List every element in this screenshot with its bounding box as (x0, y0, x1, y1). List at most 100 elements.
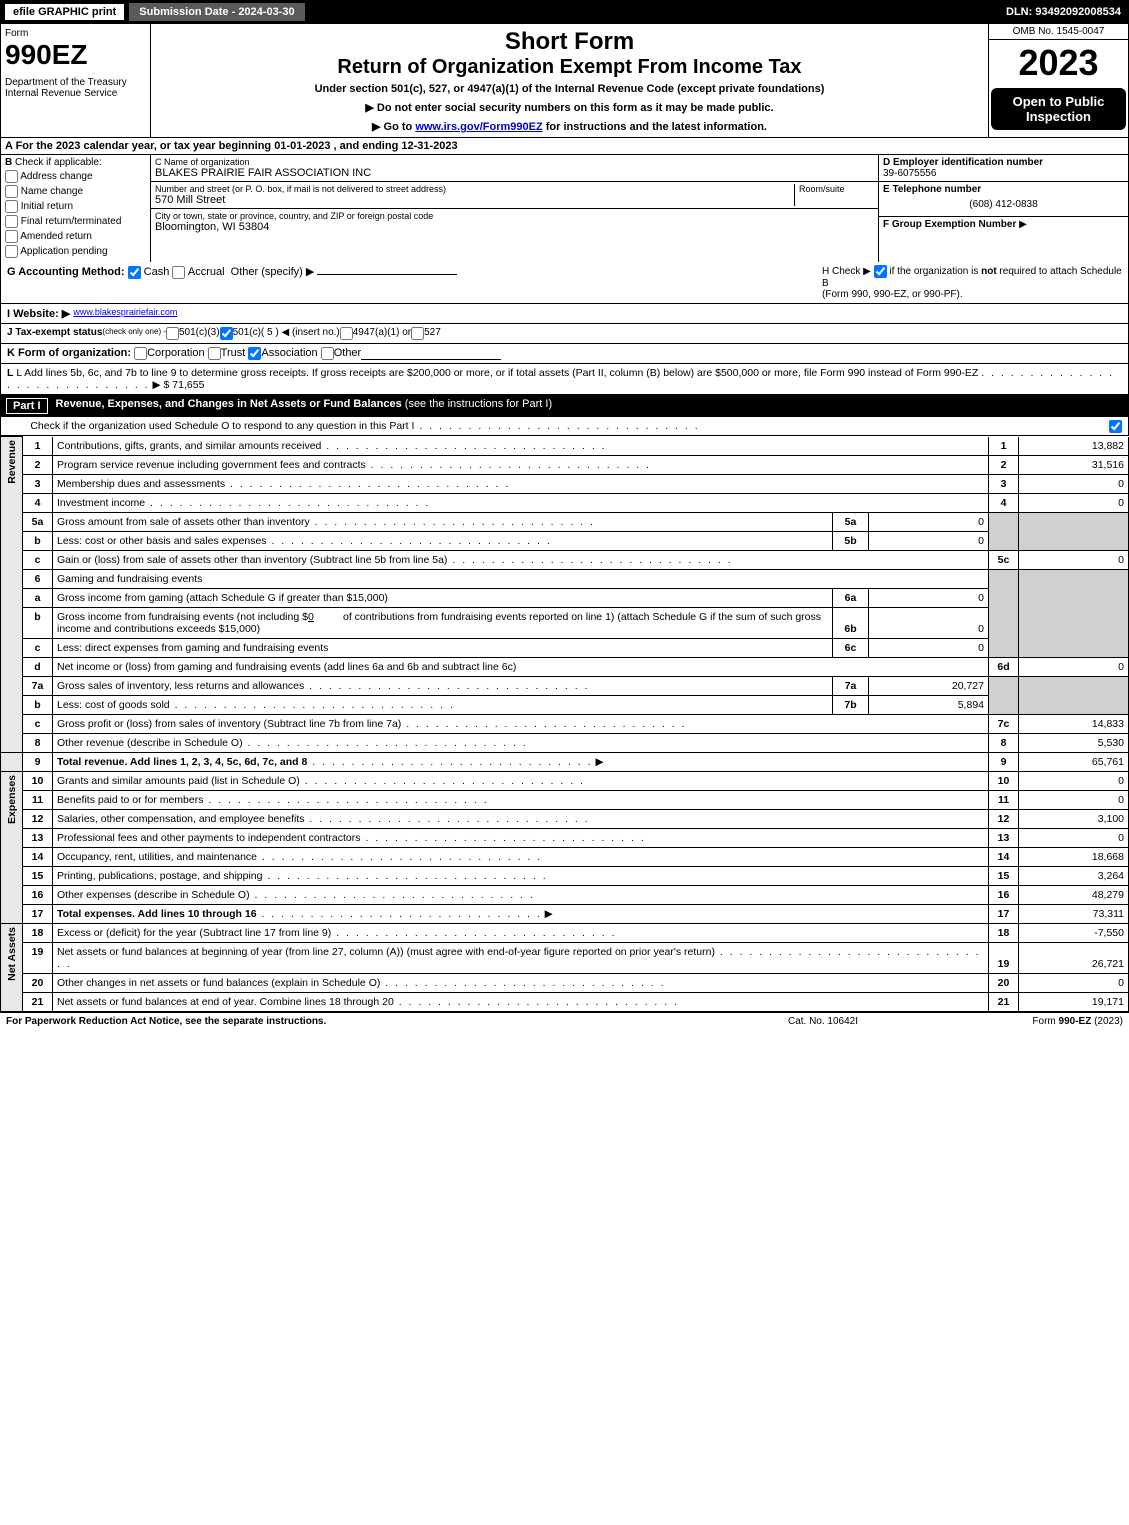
netassets-side-label: Net Assets (1, 923, 23, 1011)
line-7c: cGross profit or (loss) from sales of in… (1, 714, 1129, 733)
street-address: 570 Mill Street (155, 194, 794, 206)
line-18: Net Assets 18Excess or (deficit) for the… (1, 923, 1129, 942)
part1-table: Revenue 1Contributions, gifts, grants, a… (0, 436, 1129, 1012)
note-link-line: ▶ Go to www.irs.gov/Form990EZ for instru… (155, 120, 984, 133)
footer-left: For Paperwork Reduction Act Notice, see … (6, 1016, 723, 1027)
room-label: Room/suite (799, 184, 874, 194)
b-letter: B (5, 157, 12, 168)
chk-address-change[interactable]: Address change (5, 170, 146, 183)
footer-catalog: Cat. No. 10642I (723, 1016, 923, 1027)
line-7a: 7aGross sales of inventory, less returns… (1, 676, 1129, 695)
line-9: 9Total revenue. Add lines 1, 2, 3, 4, 5c… (1, 752, 1129, 771)
dln-label: DLN: 93492092008534 (1006, 6, 1129, 18)
chk-amended-return[interactable]: Amended return (5, 230, 146, 243)
chk-501c[interactable] (220, 327, 233, 340)
chk-association[interactable] (248, 347, 261, 360)
chk-527[interactable] (411, 327, 424, 340)
line-20: 20Other changes in net assets or fund ba… (1, 973, 1129, 992)
section-l: L L Add lines 5b, 6c, and 7b to line 9 t… (0, 364, 1129, 395)
chk-4947[interactable] (340, 327, 353, 340)
expenses-side-label: Expenses (1, 771, 23, 923)
part1-check-text: Check if the organization used Schedule … (30, 420, 414, 432)
j-sub: (check only one) - (102, 327, 166, 340)
i-website-label: I Website: ▶ (7, 307, 70, 320)
section-bcdef: B Check if applicable: Address change Na… (0, 155, 1129, 262)
chk-trust[interactable] (208, 347, 221, 360)
chk-501c3[interactable] (166, 327, 179, 340)
note2-pre: ▶ Go to (372, 121, 415, 133)
telephone-value: (608) 412-0838 (883, 195, 1124, 214)
k-label: K Form of organization: (7, 347, 131, 360)
chk-final-return[interactable]: Final return/terminated (5, 215, 146, 228)
line-10: Expenses 10Grants and similar amounts pa… (1, 771, 1129, 790)
chk-other-org[interactable] (321, 347, 334, 360)
subtitle: Under section 501(c), 527, or 4947(a)(1)… (155, 83, 984, 95)
b-check-label: Check if applicable: (15, 157, 102, 168)
line-5b: bLess: cost or other basis and sales exp… (1, 531, 1129, 550)
irs-link[interactable]: www.irs.gov/Form990EZ (415, 121, 542, 133)
header-right: OMB No. 1545-0047 2023 Open to Public In… (988, 24, 1128, 137)
cash-label: Cash (144, 266, 170, 278)
line-6c: cLess: direct expenses from gaming and f… (1, 638, 1129, 657)
l-text: L Add lines 5b, 6c, and 7b to line 9 to … (16, 367, 978, 379)
e-telephone-label: E Telephone number (883, 184, 1124, 195)
chk-initial-return[interactable]: Initial return (5, 200, 146, 213)
h-not: not (981, 266, 997, 277)
chk-schedule-o[interactable] (1109, 420, 1122, 433)
l-gross-receipts: 71,655 (172, 379, 204, 391)
chk-accrual[interactable] (172, 266, 185, 279)
section-h: H Check ▶ if the organization is not req… (822, 265, 1122, 300)
chk-schedule-b[interactable] (874, 265, 887, 278)
h-check-label: H Check ▶ (822, 266, 871, 277)
line-7b: bLess: cost of goods sold7b5,894 (1, 695, 1129, 714)
line-6a: aGross income from gaming (attach Schedu… (1, 588, 1129, 607)
org-name: BLAKES PRAIRIE FAIR ASSOCIATION INC (155, 167, 874, 179)
form-word: Form (5, 28, 146, 39)
ein-value: 39-6075556 (883, 168, 1124, 179)
k-trust: Trust (221, 347, 246, 360)
other-specify-label: Other (specify) ▶ (231, 266, 315, 278)
section-def: D Employer identification number 39-6075… (878, 155, 1128, 262)
line-5c: cGain or (loss) from sale of assets othe… (1, 550, 1129, 569)
line-15: 15Printing, publications, postage, and s… (1, 866, 1129, 885)
form-header: Form 990EZ Department of the Treasury In… (0, 24, 1129, 138)
efile-print-button[interactable]: efile GRAPHIC print (4, 3, 125, 21)
line-14: 14Occupancy, rent, utilities, and mainte… (1, 847, 1129, 866)
note2-post: for instructions and the latest informat… (543, 121, 767, 133)
header-middle: Short Form Return of Organization Exempt… (151, 24, 988, 137)
line-3: 3Membership dues and assessments30 (1, 474, 1129, 493)
section-c: C Name of organization BLAKES PRAIRIE FA… (151, 155, 878, 262)
j-label: J Tax-exempt status (7, 327, 102, 340)
open-to-public: Open to Public Inspection (991, 88, 1126, 130)
title-short-form: Short Form (155, 28, 984, 56)
j-501c3: 501(c)(3) (179, 327, 220, 340)
website-link[interactable]: www.blakesprairiefair.com (73, 307, 177, 320)
chk-name-change[interactable]: Name change (5, 185, 146, 198)
line-13: 13Professional fees and other payments t… (1, 828, 1129, 847)
form-number: 990EZ (5, 39, 146, 71)
note-ssn: ▶ Do not enter social security numbers o… (155, 101, 984, 114)
part1-sub: (see the instructions for Part I) (405, 398, 552, 414)
line-8: 8Other revenue (describe in Schedule O)8… (1, 733, 1129, 752)
line-6b: bGross income from fundraising events (n… (1, 607, 1129, 638)
part1-check-line: Check if the organization used Schedule … (0, 417, 1129, 436)
revenue-side-label: Revenue (1, 437, 23, 753)
line-16: 16Other expenses (describe in Schedule O… (1, 885, 1129, 904)
line-12: 12Salaries, other compensation, and empl… (1, 809, 1129, 828)
line-11: 11Benefits paid to or for members110 (1, 790, 1129, 809)
l-arrow: ▶ $ (153, 379, 170, 391)
line-17: 17Total expenses. Add lines 10 through 1… (1, 904, 1129, 923)
line-21: 21Net assets or fund balances at end of … (1, 992, 1129, 1011)
f-group-label: F Group Exemption Number (883, 219, 1016, 230)
city-state-zip: Bloomington, WI 53804 (155, 221, 874, 233)
footer-right: Form 990-EZ (2023) (923, 1016, 1123, 1027)
chk-corporation[interactable] (134, 347, 147, 360)
d-ein-label: D Employer identification number (883, 157, 1124, 168)
header-left: Form 990EZ Department of the Treasury In… (1, 24, 151, 137)
street-label: Number and street (or P. O. box, if mail… (155, 184, 794, 194)
chk-application-pending[interactable]: Application pending (5, 245, 146, 258)
chk-cash[interactable] (128, 266, 141, 279)
submission-date: Submission Date - 2024-03-30 (129, 3, 304, 21)
k-corp: Corporation (147, 347, 204, 360)
omb-number: OMB No. 1545-0047 (989, 24, 1128, 40)
